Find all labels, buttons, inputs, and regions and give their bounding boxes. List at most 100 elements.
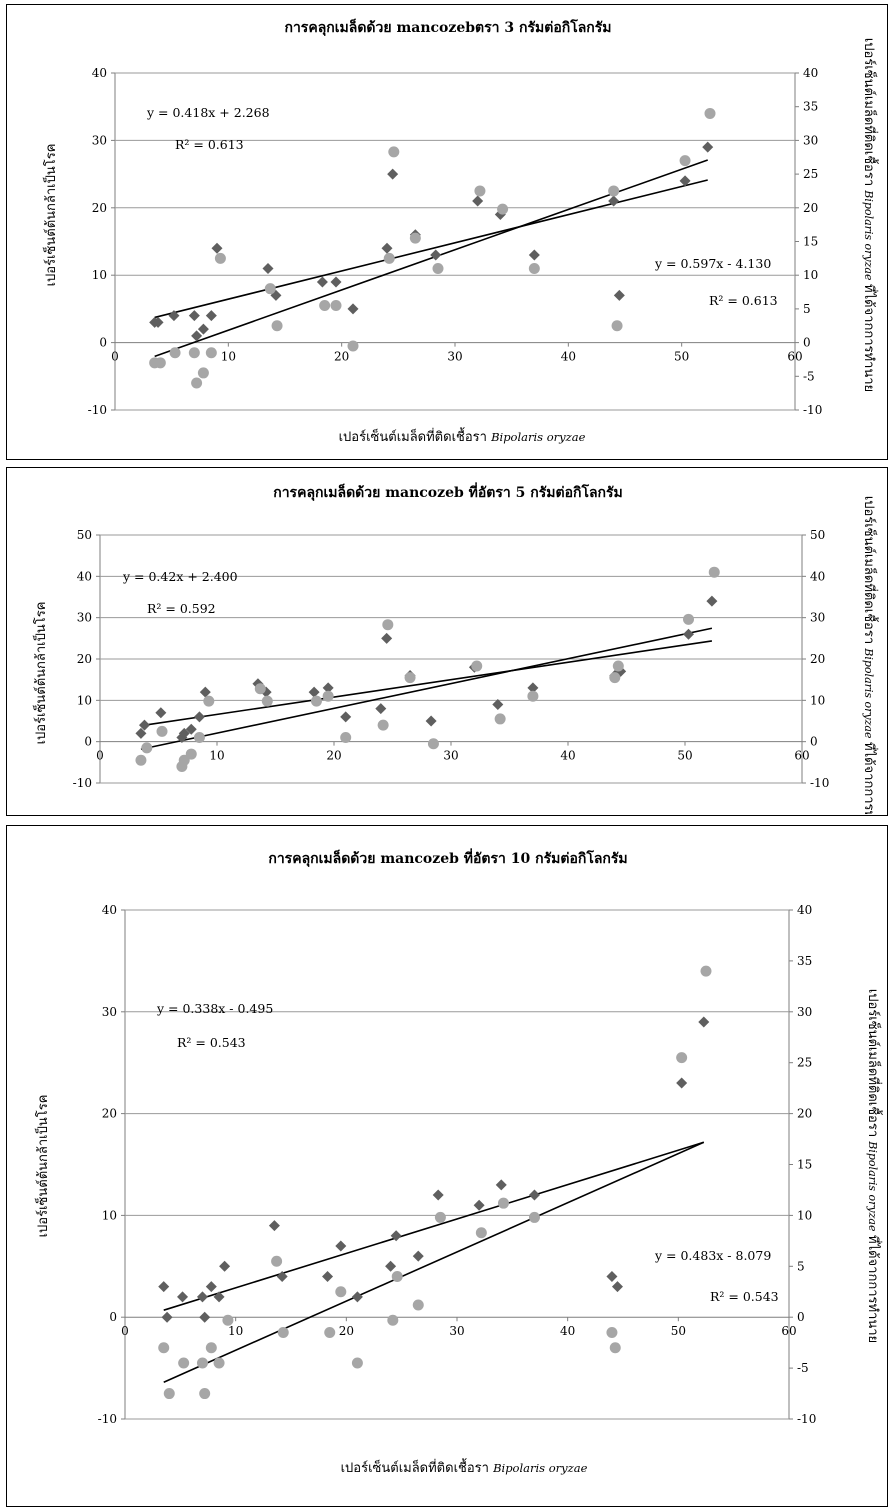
data-point-circle — [527, 690, 539, 702]
data-point-circle — [609, 1342, 621, 1354]
x-tick-label: 40 — [561, 350, 576, 364]
data-point-diamond — [608, 195, 620, 207]
data-point-circle — [324, 1326, 336, 1338]
y-right-tick-label: 50 — [810, 528, 825, 542]
x-tick-label: 40 — [560, 1324, 575, 1338]
data-point-circle — [178, 1357, 190, 1369]
y-right-tick-label: 0 — [810, 735, 818, 749]
x-tick-label: 60 — [794, 749, 809, 763]
data-point-diamond — [412, 1250, 424, 1262]
y-right-tick-label: 5 — [797, 1259, 805, 1273]
y-right-axis-label: เปอร์เซ็นต์เมล็ดที่ติดเชื้อรา Bipolaris … — [861, 496, 879, 814]
data-point-diamond — [268, 1220, 280, 1232]
data-point-diamond — [168, 310, 180, 322]
annotation-eq2: y = 0.483x - 8.079 — [654, 1248, 771, 1263]
data-point-circle — [158, 1342, 170, 1354]
y-right-tick-label: 0 — [803, 336, 811, 350]
data-point-circle — [261, 695, 273, 707]
data-point-circle — [704, 107, 716, 119]
y-right-tick-label: 40 — [797, 903, 812, 917]
y-left-tick-label: -10 — [98, 1412, 117, 1426]
data-point-diamond — [335, 1240, 347, 1252]
data-point-circle — [387, 1314, 399, 1326]
annotation-r2: R² = 0.543 — [710, 1289, 779, 1304]
data-point-diamond — [425, 715, 437, 727]
data-point-diamond — [199, 686, 211, 698]
y-right-tick-label: -5 — [797, 1361, 809, 1375]
data-point-circle — [351, 1357, 363, 1369]
data-point-circle — [188, 347, 200, 359]
trendline-2 — [154, 159, 709, 358]
data-point-diamond — [613, 289, 625, 301]
data-point-diamond — [492, 698, 504, 710]
chart-panel-3g: -10 0 10 20 30 40 -10 -5 0 5 10 15 20 25 30 35 40 0 10 20 30… — [6, 4, 888, 460]
data-point-circle — [322, 690, 334, 702]
data-point-diamond — [679, 175, 691, 187]
data-point-diamond — [199, 1311, 211, 1323]
y-right-axis-label: เปอร์เซ็นต์เมล็ดที่ติดเชื้อรา Bipolaris … — [865, 989, 883, 1343]
data-point-diamond — [347, 303, 359, 315]
data-point-diamond — [152, 316, 164, 328]
data-point-circle — [676, 1052, 688, 1064]
plot-area — [124, 909, 790, 1420]
annotation-r1: R² = 0.592 — [147, 601, 216, 616]
data-point-diamond — [683, 628, 695, 640]
data-point-diamond — [432, 1189, 444, 1201]
data-point-diamond — [155, 707, 167, 719]
data-point-circle — [528, 1211, 540, 1223]
y-right-tick-label: 10 — [810, 693, 825, 707]
data-point-diamond — [606, 1270, 618, 1282]
trendline-1 — [163, 1141, 705, 1311]
y-left-tick-label: 0 — [99, 336, 107, 350]
data-point-circle — [319, 300, 331, 312]
data-point-circle — [310, 695, 322, 707]
data-point-circle — [382, 619, 394, 631]
data-point-circle — [611, 320, 623, 332]
data-point-circle — [471, 660, 483, 672]
y-left-tick-label: 10 — [102, 1208, 117, 1222]
x-tick-label: 60 — [787, 350, 802, 364]
data-point-diamond — [698, 1016, 710, 1028]
y-right-tick-label: 20 — [803, 201, 818, 215]
data-point-diamond — [193, 711, 205, 723]
y-right-tick-label: 30 — [810, 611, 825, 625]
data-point-circle — [193, 732, 205, 744]
x-tick-label: 50 — [674, 350, 689, 364]
data-point-diamond — [322, 1270, 334, 1282]
data-point-diamond — [322, 682, 334, 694]
y-left-tick-label: 20 — [92, 201, 107, 215]
x-tick-label: 0 — [111, 350, 119, 364]
y-left-axis-label: เปอร์เซ็นต์ต้นกล้าเป็นโรค — [31, 602, 49, 745]
data-point-diamond — [135, 727, 147, 739]
data-point-diamond — [185, 723, 197, 735]
y-right-tick-label: -10 — [803, 403, 822, 417]
data-point-circle — [612, 660, 624, 672]
data-point-circle — [434, 1211, 446, 1223]
data-point-circle — [608, 185, 620, 197]
data-point-circle — [404, 672, 416, 684]
data-point-circle — [340, 732, 352, 744]
data-point-diamond — [205, 310, 217, 322]
x-tick-label: 30 — [449, 1324, 464, 1338]
x-tick-label: 10 — [209, 749, 224, 763]
x-axis-label: เปอร์เซ็นต์เมล็ดที่ติดเชื้อรา Bipolaris … — [339, 427, 586, 445]
data-point-circle — [154, 357, 166, 369]
data-point-circle — [205, 1342, 217, 1354]
y-right-tick-label: 0 — [797, 1310, 805, 1324]
y-right-tick-label: 20 — [797, 1107, 812, 1121]
data-point-circle — [528, 262, 540, 274]
y-left-tick-label: 20 — [77, 652, 92, 666]
annotation-eq1: y = 0.418x + 2.268 — [146, 105, 270, 120]
data-point-circle — [432, 262, 444, 274]
data-point-circle — [169, 347, 181, 359]
data-point-circle — [264, 283, 276, 295]
data-point-diamond — [276, 1270, 288, 1282]
annotation-eq1: y = 0.338x - 0.495 — [156, 1001, 273, 1016]
data-point-diamond — [138, 719, 150, 731]
data-point-diamond — [316, 276, 328, 288]
chart-svg: -10 0 10 20 30 40 -10 -5 0 5 10 15 20 25 30 35 40 0 10 20 30… — [33, 848, 883, 1476]
data-point-diamond — [211, 242, 223, 254]
y-left-tick-label: 0 — [84, 735, 92, 749]
annotation-r1: R² = 0.613 — [175, 137, 244, 152]
y-right-tick-label: 35 — [803, 100, 818, 114]
